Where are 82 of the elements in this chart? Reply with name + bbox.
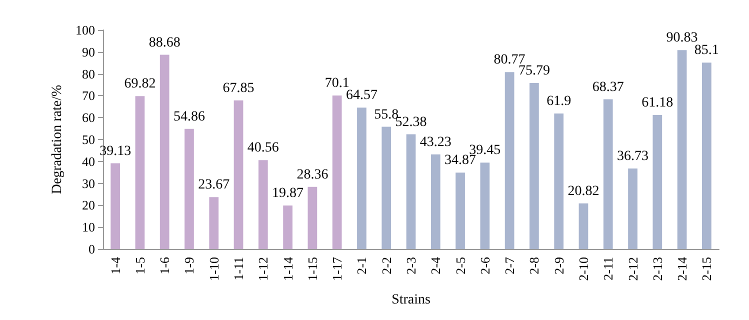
x-tick-label: 2-3 bbox=[404, 257, 418, 274]
data-label: 39.13 bbox=[100, 144, 132, 159]
bar bbox=[504, 72, 514, 249]
y-tick-label: 10 bbox=[82, 220, 95, 235]
x-tick-label: 2-15 bbox=[699, 257, 714, 281]
y-tick-label: 40 bbox=[82, 154, 95, 169]
bar bbox=[652, 115, 662, 249]
data-label: 36.73 bbox=[617, 149, 649, 164]
x-tick-label: 2-7 bbox=[502, 256, 518, 274]
bar bbox=[628, 168, 638, 249]
data-label: 64.57 bbox=[346, 88, 378, 104]
data-label: 28.36 bbox=[296, 167, 328, 182]
y-tick-label: 90 bbox=[82, 44, 95, 60]
x-tick-label: 1-17 bbox=[330, 256, 345, 281]
data-label: 61.18 bbox=[642, 96, 674, 111]
data-label: 19.87 bbox=[272, 186, 304, 201]
bar bbox=[135, 96, 145, 249]
data-label: 88.68 bbox=[148, 35, 180, 50]
bar bbox=[160, 54, 170, 249]
x-tick-label: 2-6 bbox=[477, 256, 492, 274]
bar bbox=[357, 108, 366, 249]
y-tick-label: 50 bbox=[82, 132, 95, 147]
y-tick-label: 70 bbox=[82, 88, 95, 104]
bar bbox=[184, 128, 194, 249]
bar bbox=[554, 113, 564, 249]
y-tick-label: 100 bbox=[76, 22, 95, 38]
x-tick-label: 2-8 bbox=[526, 257, 542, 274]
bar bbox=[209, 197, 219, 249]
y-tick-label: 30 bbox=[82, 176, 95, 191]
bar bbox=[578, 203, 588, 249]
x-tick-label: 1-15 bbox=[304, 257, 320, 281]
x-tick-label: 2-1 bbox=[354, 257, 370, 274]
x-tick-label: 1-10 bbox=[206, 257, 222, 281]
y-tick-label: 0 bbox=[88, 242, 95, 256]
bar bbox=[308, 186, 318, 249]
data-label: 61.9 bbox=[546, 94, 572, 109]
bar bbox=[110, 163, 120, 249]
bar bbox=[234, 100, 244, 249]
bar bbox=[456, 172, 465, 249]
x-tick-label: 2-13 bbox=[650, 257, 665, 281]
bar bbox=[406, 134, 416, 249]
y-tick-label: 20 bbox=[82, 198, 95, 213]
bar bbox=[332, 95, 342, 249]
bar bbox=[702, 62, 712, 249]
x-tick-label: 2-9 bbox=[551, 257, 566, 274]
y-axis-title: Degradation rate/% bbox=[50, 84, 66, 194]
x-tick-label: 2-10 bbox=[576, 257, 591, 281]
x-tick-label: 2-14 bbox=[674, 256, 690, 281]
data-label: 90.83 bbox=[666, 30, 698, 46]
data-label: 20.82 bbox=[568, 184, 600, 199]
x-tick-label: 2-11 bbox=[600, 257, 616, 280]
x-tick-label: 1-11 bbox=[231, 257, 246, 280]
bar bbox=[258, 160, 268, 249]
data-label: 69.82 bbox=[124, 76, 156, 92]
x-tick-label: 2-12 bbox=[625, 257, 640, 281]
bar bbox=[603, 99, 613, 249]
x-tick-label: 2-4 bbox=[428, 256, 444, 274]
data-label: 85.1 bbox=[694, 43, 719, 58]
bar bbox=[530, 83, 539, 249]
data-label: 68.37 bbox=[592, 80, 624, 95]
bar bbox=[283, 205, 292, 249]
x-tick-label: 1-9 bbox=[182, 257, 197, 274]
x-tick-label: 2-2 bbox=[378, 257, 394, 274]
data-label: 70.1 bbox=[324, 76, 350, 91]
x-tick-label: 1-4 bbox=[108, 256, 123, 274]
bar bbox=[677, 50, 687, 249]
bar bbox=[430, 154, 440, 249]
data-label: 54.86 bbox=[173, 109, 205, 124]
x-tick-label: 1-12 bbox=[256, 257, 271, 281]
x-tick-label: 1-6 bbox=[157, 256, 172, 274]
bar bbox=[382, 126, 392, 249]
bar bbox=[480, 162, 490, 249]
data-label: 40.56 bbox=[247, 140, 279, 156]
x-tick-label: 1-14 bbox=[280, 256, 296, 281]
data-label: 23.67 bbox=[198, 178, 230, 193]
y-tick-label: 60 bbox=[82, 110, 95, 126]
data-label: 67.85 bbox=[222, 80, 254, 96]
x-tick-label: 1-5 bbox=[132, 257, 148, 274]
x-axis-title: Strains bbox=[392, 292, 430, 308]
y-tick-label: 80 bbox=[82, 66, 95, 82]
x-tick-label: 2-5 bbox=[452, 257, 468, 274]
data-label: 43.23 bbox=[420, 134, 452, 150]
